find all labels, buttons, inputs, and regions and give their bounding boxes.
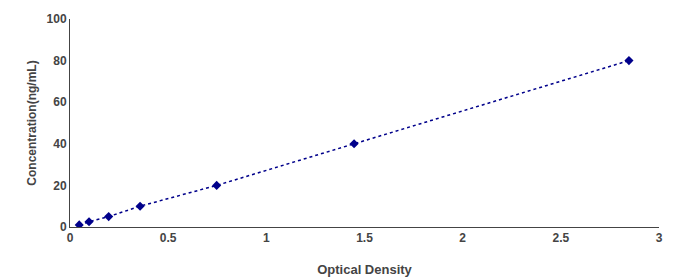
svg-text:Concentration(ng/mL): Concentration(ng/mL) (25, 60, 39, 185)
svg-text:1.5: 1.5 (356, 231, 373, 245)
svg-text:2: 2 (459, 231, 466, 245)
svg-text:3: 3 (656, 231, 663, 245)
svg-text:0: 0 (60, 220, 67, 234)
svg-text:2.5: 2.5 (552, 231, 569, 245)
svg-text:1: 1 (263, 231, 270, 245)
svg-text:20: 20 (53, 179, 67, 193)
svg-text:60: 60 (53, 95, 67, 109)
svg-text:Optical Density: Optical Density (317, 262, 412, 277)
svg-text:0: 0 (67, 231, 74, 245)
svg-text:80: 80 (53, 54, 67, 68)
svg-text:100: 100 (47, 12, 67, 26)
svg-text:0.5: 0.5 (160, 231, 177, 245)
svg-text:40: 40 (53, 137, 67, 151)
